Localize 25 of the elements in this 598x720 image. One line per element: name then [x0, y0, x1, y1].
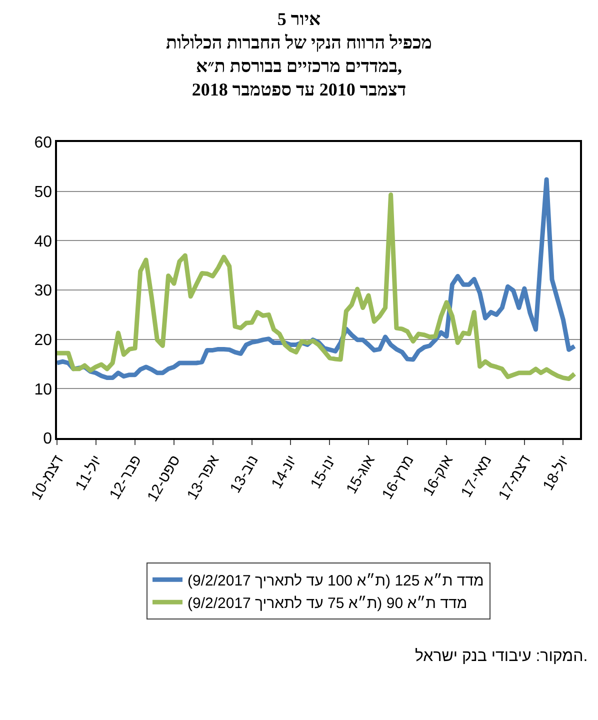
y-tick-label: 50	[34, 184, 52, 201]
x-tick-label: אוק-16	[420, 452, 457, 499]
text: המקור: עיבודי בנק ישראל.	[415, 647, 588, 665]
x-tick-label: יונ-14	[268, 452, 301, 492]
x-tick-label: אפר-13	[184, 452, 223, 503]
y-tick-label: 0	[43, 430, 52, 448]
x-tick-label: נוב-13	[226, 452, 262, 496]
x-tick-label: דצמ-17	[495, 452, 534, 503]
x-tick-label: מרץ-16	[378, 452, 418, 502]
x-tick-label: יול-18	[540, 452, 574, 494]
legend-label: מדד ת״א 90 (ת״א 75 עד לתאריך 9/2/2017)	[188, 594, 468, 612]
x-tick-label: יול-11	[72, 452, 106, 494]
legend-label: מדד ת״א 125 (ת״א 100 עד לתאריך 9/2/2017)	[188, 572, 484, 590]
x-tick-label: מאי-17	[458, 452, 496, 500]
x-tick-label: פבר-12	[106, 452, 146, 502]
y-tick-label: 10	[34, 381, 52, 398]
x-tick-label: דצמ-10	[28, 452, 67, 503]
y-tick-label: 40	[34, 233, 52, 250]
y-tick-label: 30	[34, 282, 52, 300]
y-tick-label: 60	[34, 134, 52, 152]
chart-title: איור 5 מכפיל הרווח הנקי של החברות הכלולות במדדים מרכזיים בבורסת ת״א, דצמבר 2010 עד ספטמבר 2018	[166, 9, 432, 100]
x-tick-label: ספט-12	[144, 452, 184, 505]
x-tick-label: ינו-15	[307, 452, 340, 492]
y-tick-label: 20	[34, 332, 52, 349]
x-tick-label: אוג-15	[343, 452, 379, 497]
